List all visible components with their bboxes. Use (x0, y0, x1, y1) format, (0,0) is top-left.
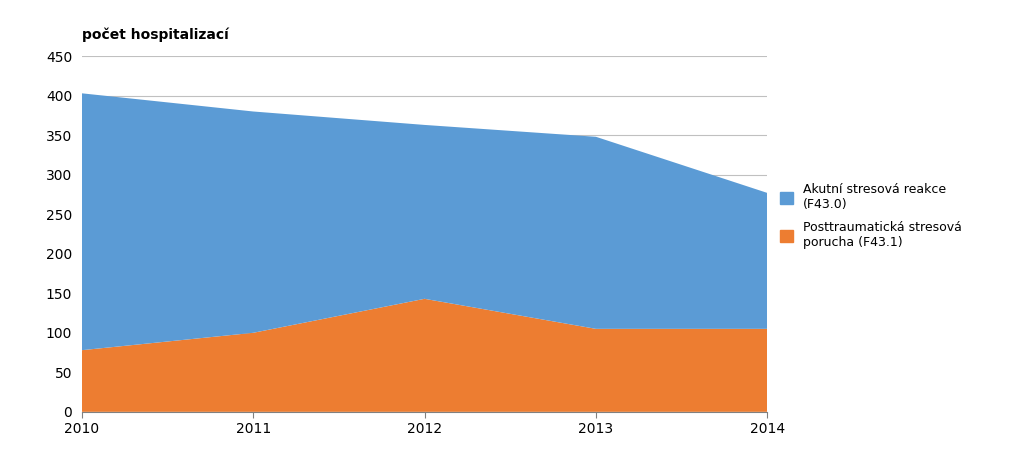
Legend: Akutní stresová reakce
(F43.0), Posttraumatická stresová
porucha (F43.1): Akutní stresová reakce (F43.0), Posttrau… (781, 183, 962, 249)
Text: počet hospitalizací: počet hospitalizací (82, 28, 228, 42)
